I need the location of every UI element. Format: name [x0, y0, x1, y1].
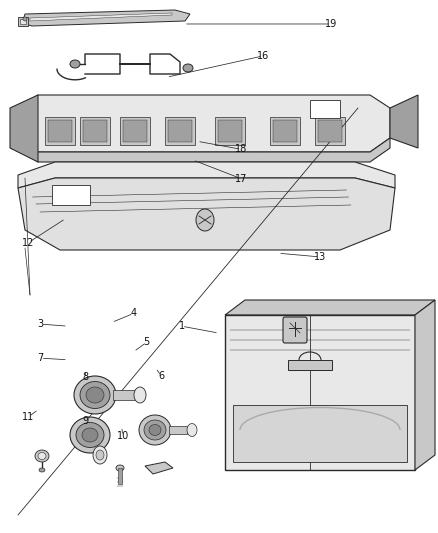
Polygon shape	[310, 100, 340, 118]
Polygon shape	[30, 13, 172, 21]
Polygon shape	[118, 468, 122, 484]
Polygon shape	[145, 462, 173, 474]
Polygon shape	[22, 10, 190, 26]
Text: 1: 1	[179, 321, 185, 331]
Polygon shape	[315, 117, 345, 145]
Polygon shape	[48, 120, 72, 142]
Text: 4: 4	[131, 309, 137, 318]
Ellipse shape	[86, 387, 104, 403]
Polygon shape	[169, 426, 187, 434]
Ellipse shape	[74, 376, 116, 414]
Polygon shape	[165, 117, 195, 145]
Polygon shape	[80, 117, 110, 145]
Ellipse shape	[76, 423, 104, 448]
Polygon shape	[18, 178, 395, 250]
Polygon shape	[18, 138, 390, 162]
Polygon shape	[215, 117, 245, 145]
Ellipse shape	[80, 382, 110, 408]
Polygon shape	[415, 300, 435, 470]
Polygon shape	[113, 390, 135, 400]
Polygon shape	[168, 120, 192, 142]
Polygon shape	[390, 95, 418, 148]
Polygon shape	[18, 17, 28, 26]
Polygon shape	[18, 95, 390, 152]
Polygon shape	[288, 360, 332, 370]
Polygon shape	[233, 405, 407, 462]
Ellipse shape	[38, 453, 46, 459]
Polygon shape	[273, 120, 297, 142]
Text: 3: 3	[38, 319, 44, 329]
Ellipse shape	[149, 424, 161, 435]
Ellipse shape	[196, 209, 214, 231]
Ellipse shape	[93, 446, 107, 464]
Bar	[20, 19, 26, 24]
Text: 10: 10	[117, 431, 129, 441]
Ellipse shape	[70, 60, 80, 68]
Ellipse shape	[39, 468, 45, 472]
Text: 13: 13	[314, 252, 326, 262]
Polygon shape	[83, 120, 107, 142]
Polygon shape	[45, 117, 75, 145]
Ellipse shape	[96, 450, 104, 460]
Text: 18: 18	[235, 144, 247, 154]
Polygon shape	[318, 120, 342, 142]
Text: 8: 8	[82, 373, 88, 382]
Ellipse shape	[82, 428, 98, 442]
Text: 9: 9	[82, 416, 88, 426]
Polygon shape	[123, 120, 147, 142]
Polygon shape	[270, 117, 300, 145]
Ellipse shape	[70, 417, 110, 453]
Polygon shape	[18, 162, 395, 188]
Ellipse shape	[35, 450, 49, 462]
Polygon shape	[225, 300, 435, 315]
Ellipse shape	[134, 387, 146, 403]
Ellipse shape	[144, 420, 166, 440]
Text: 7: 7	[38, 353, 44, 363]
Text: 12: 12	[22, 238, 35, 247]
Text: 16: 16	[257, 51, 269, 61]
Ellipse shape	[183, 64, 193, 72]
Polygon shape	[52, 185, 90, 205]
FancyBboxPatch shape	[283, 317, 307, 343]
Ellipse shape	[139, 415, 171, 445]
Polygon shape	[218, 120, 242, 142]
Ellipse shape	[116, 465, 124, 471]
Polygon shape	[120, 117, 150, 145]
Text: 19: 19	[325, 19, 337, 29]
Ellipse shape	[187, 424, 197, 437]
Text: 6: 6	[158, 371, 164, 381]
Polygon shape	[10, 95, 38, 162]
Text: 5: 5	[144, 337, 150, 347]
Text: 11: 11	[22, 412, 35, 422]
Ellipse shape	[23, 17, 27, 21]
Text: 17: 17	[235, 174, 247, 183]
Polygon shape	[225, 315, 415, 470]
